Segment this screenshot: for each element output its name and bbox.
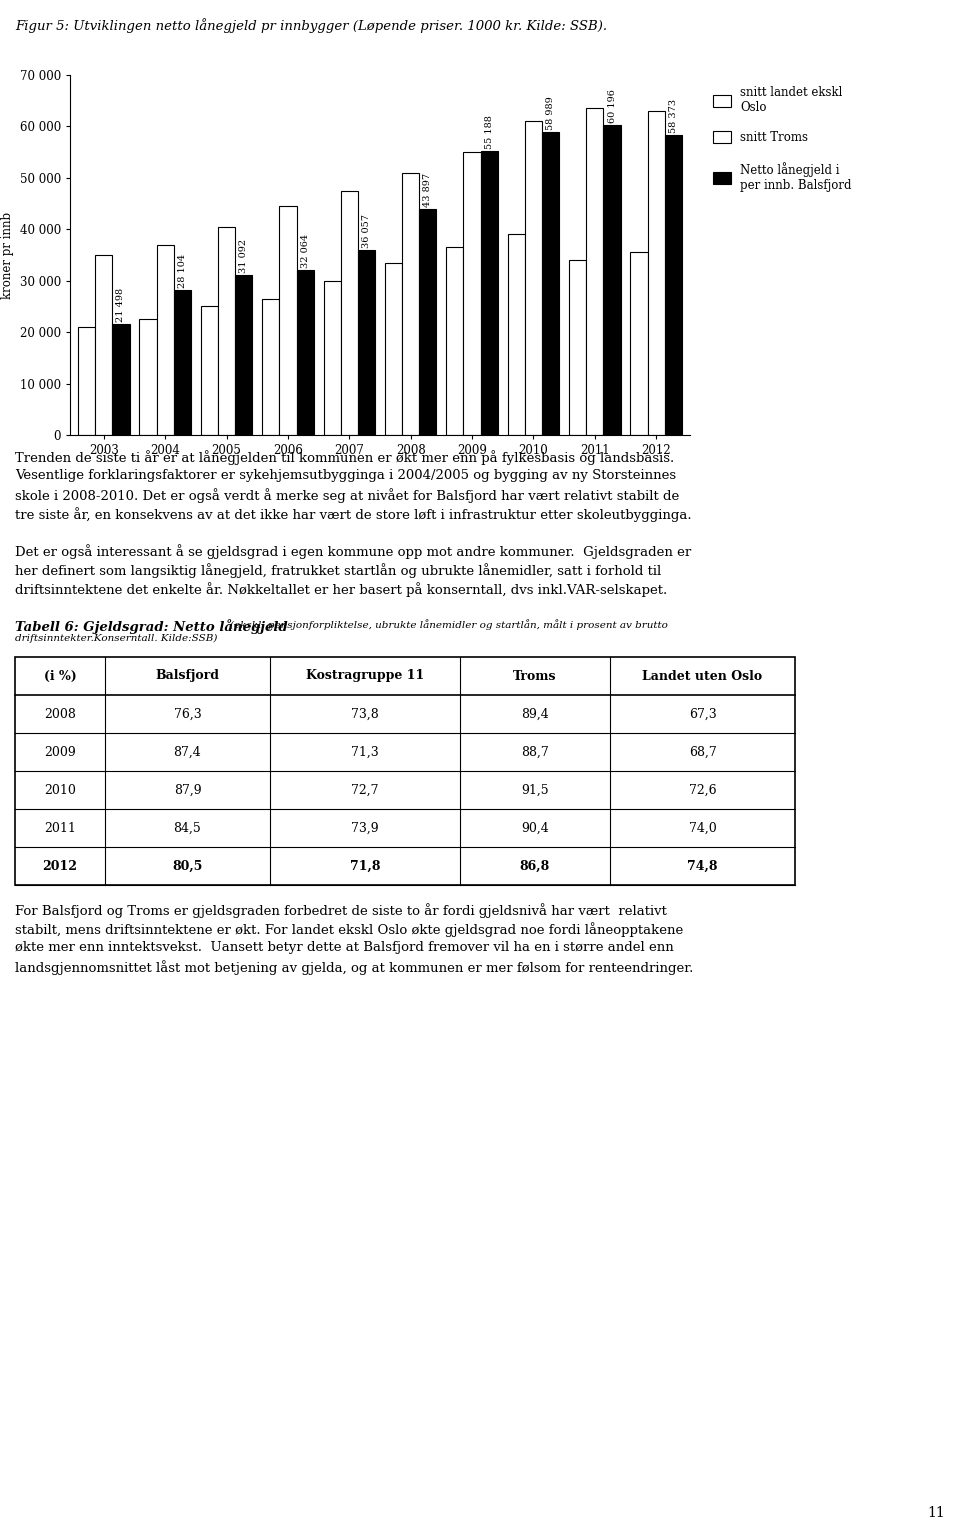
Text: 90,4: 90,4 (521, 821, 549, 835)
Text: 71,8: 71,8 (349, 859, 380, 873)
Bar (604, 126, 620, 435)
Text: (ekskl. pensjonforpliktelse, ubrukte lånemidler og startlån, målt i prosent av b: (ekskl. pensjonforpliktelse, ubrukte lån… (230, 619, 668, 630)
Text: For Balsfjord og Troms er gjeldsgraden forbedret de siste to år fordi gjeldsnivå: For Balsfjord og Troms er gjeldsgraden f… (15, 904, 667, 918)
Text: Kostragruppe 11: Kostragruppe 11 (306, 670, 424, 682)
Text: 32 064: 32 064 (300, 234, 310, 267)
Text: Det er også interessant å se gjeldsgrad i egen kommune opp mot andre kommuner.  : Det er også interessant å se gjeldsgrad … (15, 544, 691, 559)
Bar (78, 327, 95, 435)
Text: 73,8: 73,8 (351, 707, 379, 721)
Text: 2012: 2012 (42, 859, 78, 873)
Text: Tabell 6: Gjeldsgrad: Netto lånegjeld: Tabell 6: Gjeldsgrad: Netto lånegjeld (15, 619, 288, 633)
Bar (508, 235, 525, 435)
Bar (201, 306, 218, 435)
Bar (95, 255, 112, 435)
Text: Trenden de siste ti år er at lånegjelden til kommunen er økt mer enn på fylkesba: Trenden de siste ti år er at lånegjelden… (15, 450, 674, 464)
Bar (139, 320, 156, 435)
Text: 72,7: 72,7 (351, 784, 379, 796)
Text: 36 057: 36 057 (362, 214, 371, 247)
Text: 2011: 2011 (44, 821, 76, 835)
Bar (569, 260, 587, 435)
Text: 73,9: 73,9 (351, 821, 379, 835)
Legend: snitt landet ekskl
Oslo, snitt Troms, Netto lånegjeld i
per innb. Balsfjord: snitt landet ekskl Oslo, snitt Troms, Ne… (708, 81, 856, 197)
Text: 28 104: 28 104 (178, 254, 187, 289)
Bar (446, 247, 464, 435)
Text: 2010: 2010 (44, 784, 76, 796)
Text: 67,3: 67,3 (688, 707, 716, 721)
Text: 86,8: 86,8 (520, 859, 550, 873)
Bar (156, 244, 174, 435)
Bar (481, 151, 498, 435)
Bar (385, 263, 402, 435)
Bar (587, 109, 604, 435)
Text: 72,6: 72,6 (688, 784, 716, 796)
Text: 2008: 2008 (44, 707, 76, 721)
Text: 68,7: 68,7 (688, 745, 716, 758)
Text: 74,0: 74,0 (688, 821, 716, 835)
Bar (631, 252, 648, 435)
Text: stabilt, mens driftsinntektene er økt. For landet ekskl Oslo økte gjeldsgrad noe: stabilt, mens driftsinntektene er økt. F… (15, 922, 684, 938)
Text: 76,3: 76,3 (174, 707, 202, 721)
Text: driftsinntektene det enkelte år. Nøkkeltallet er her basert på konserntall, dvs : driftsinntektene det enkelte år. Nøkkelt… (15, 583, 667, 596)
Bar (279, 206, 297, 435)
Bar (542, 132, 560, 435)
Text: (i %): (i %) (43, 670, 77, 682)
Text: 58 989: 58 989 (546, 95, 555, 129)
Bar (262, 298, 279, 435)
Bar (235, 275, 252, 435)
Text: 31 092: 31 092 (239, 238, 249, 274)
Bar (218, 227, 235, 435)
Text: 87,4: 87,4 (174, 745, 202, 758)
Text: 58 373: 58 373 (669, 98, 678, 132)
Text: her definert som langsiktig lånegjeld, fratrukket startlån og ubrukte lånemidler: her definert som langsiktig lånegjeld, f… (15, 563, 661, 578)
Text: 71,3: 71,3 (351, 745, 379, 758)
Bar (297, 271, 314, 435)
Text: 89,4: 89,4 (521, 707, 549, 721)
Text: 21 498: 21 498 (116, 289, 126, 323)
Text: 88,7: 88,7 (521, 745, 549, 758)
Text: Vesentlige forklaringsfaktorer er sykehjemsutbygginga i 2004/2005 og bygging av : Vesentlige forklaringsfaktorer er sykehj… (15, 469, 676, 483)
Text: 60 196: 60 196 (608, 89, 616, 123)
Bar (665, 135, 682, 435)
Text: tre siste år, en konsekvens av at det ikke har vært de store løft i infrastruktu: tre siste år, en konsekvens av at det ik… (15, 507, 691, 523)
Text: 43 897: 43 897 (423, 174, 432, 207)
Text: Landet uten Oslo: Landet uten Oslo (642, 670, 762, 682)
Bar (525, 121, 542, 435)
Text: driftsinntekter.Konserntall. Kilde:SSB): driftsinntekter.Konserntall. Kilde:SSB) (15, 633, 217, 642)
Text: økte mer enn inntektsvekst.  Uansett betyr dette at Balsfjord fremover vil ha en: økte mer enn inntektsvekst. Uansett bety… (15, 941, 674, 954)
Text: 80,5: 80,5 (172, 859, 203, 873)
Text: 87,9: 87,9 (174, 784, 202, 796)
Text: 74,8: 74,8 (687, 859, 718, 873)
Bar (15, 656, 795, 885)
Text: landsgjennomsnittet låst mot betjening av gjelda, og at kommunen er mer følsom f: landsgjennomsnittet låst mot betjening a… (15, 961, 693, 974)
Text: 2009: 2009 (44, 745, 76, 758)
Text: Balsfjord: Balsfjord (156, 670, 220, 682)
Text: 91,5: 91,5 (521, 784, 549, 796)
Bar (358, 249, 375, 435)
Text: Troms: Troms (514, 670, 557, 682)
Y-axis label: kroner pr innb: kroner pr innb (1, 212, 14, 298)
Text: 11: 11 (927, 1506, 945, 1520)
Bar (324, 281, 341, 435)
Bar (112, 324, 130, 435)
Bar (464, 152, 481, 435)
Bar (341, 191, 358, 435)
Bar (648, 111, 665, 435)
Text: 55 188: 55 188 (485, 115, 493, 149)
Bar (420, 209, 437, 435)
Bar (174, 290, 191, 435)
Text: 84,5: 84,5 (174, 821, 202, 835)
Text: Figur 5: Utviklingen netto lånegjeld pr innbygger (Løpende priser. 1000 kr. Kild: Figur 5: Utviklingen netto lånegjeld pr … (15, 18, 607, 32)
Text: skole i 2008-2010. Det er også verdt å merke seg at nivået for Balsfjord har vær: skole i 2008-2010. Det er også verdt å m… (15, 489, 680, 503)
Bar (402, 172, 420, 435)
